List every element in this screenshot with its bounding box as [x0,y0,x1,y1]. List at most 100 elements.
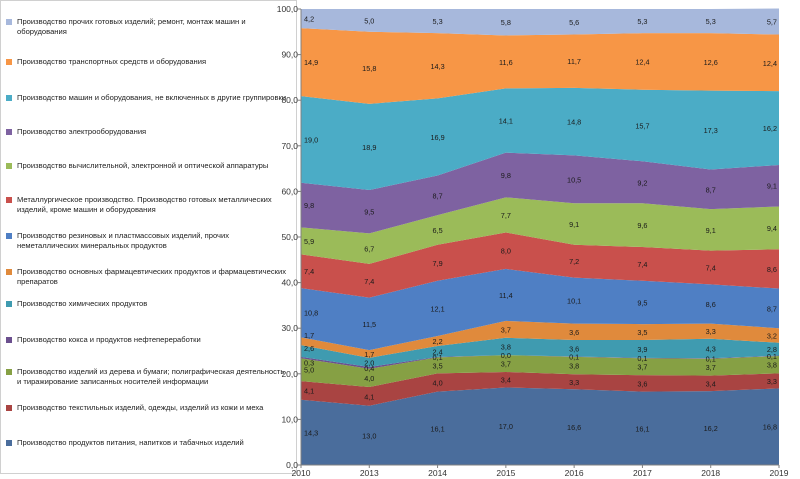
legend-label: Производство прочих готовых изделий; рем… [17,17,246,36]
data-label: 16,9 [430,133,444,142]
chart-legend: Производство прочих готовых изделий; рем… [0,0,297,474]
x-tick-label: 2014 [428,468,447,478]
x-tick-label: 2015 [496,468,515,478]
y-tick-label: 80,0 [281,95,298,105]
data-label: 0,3 [304,359,314,368]
data-label: 9,5 [364,208,374,217]
data-label: 16,2 [763,124,777,133]
legend-swatch [6,19,12,25]
legend-label: Производство химических продуктов [17,299,148,308]
legend-label: Металлургическое производство. Производс… [17,195,272,214]
legend-label: Производство транспортных средств и обор… [17,57,207,66]
data-label: 14,3 [304,428,318,437]
legend-label: Производство кокса и продуктов нефтепере… [17,335,201,344]
data-label: 9,8 [501,171,511,180]
area-series-12 [301,8,779,36]
area-series-4 [301,337,779,367]
data-label: 12,1 [430,304,444,313]
data-label: 8,7 [432,191,442,200]
data-label: 2,4 [432,347,442,356]
data-label: 16,2 [704,424,718,433]
data-label: 3,3 [767,377,777,386]
data-label: 7,2 [569,257,579,266]
data-label: 10,8 [304,309,318,318]
x-tick-label: 2013 [360,468,379,478]
x-tick-label: 2016 [565,468,584,478]
data-label: 3,9 [637,345,647,354]
legend-swatch [6,405,12,411]
y-tick-label: 30,0 [281,323,298,333]
data-label: 3,8 [501,342,511,351]
x-tick-label: 2010 [292,468,311,478]
data-label: 19,0 [304,135,318,144]
data-label: 5,3 [706,17,716,26]
data-label: 0,1 [569,353,579,362]
legend-swatch [6,233,12,239]
data-label: 0,1 [767,352,777,361]
data-label: 8,7 [706,185,716,194]
data-label: 6,5 [432,226,442,235]
data-label: 3,3 [569,378,579,387]
data-label: 5,9 [304,237,314,246]
area-series-5 [301,320,779,358]
data-label: 3,4 [501,376,511,385]
legend-swatch [6,197,12,203]
data-label: 8,6 [706,300,716,309]
legend-swatch [6,163,12,169]
legend-swatch [6,269,12,275]
data-label: 3,4 [706,379,716,388]
area-series-11 [301,28,779,104]
data-label: 9,2 [637,178,647,187]
data-label: 9,5 [637,298,647,307]
data-label: 12,4 [635,57,649,66]
data-label: 8,6 [767,265,777,274]
data-label: 4,2 [304,15,314,24]
data-label: 0,1 [637,354,647,363]
data-label: 7,4 [364,277,374,286]
legend-swatch [6,440,12,446]
data-label: 2,2 [432,337,442,346]
area-series-6 [301,268,779,351]
legend-label: Производство продуктов питания, напитков… [17,438,244,447]
data-label: 3,7 [501,325,511,334]
data-label: 16,1 [430,424,444,433]
data-label: 2,0 [364,358,374,367]
data-label: 0,1 [706,355,716,364]
legend-swatch [6,59,12,65]
data-label: 11,4 [499,291,513,300]
data-label: 3,6 [637,379,647,388]
data-label: 3,5 [637,328,647,337]
data-label: 2,8 [767,345,777,354]
data-label: 5,3 [637,17,647,26]
data-label: 9,1 [706,226,716,235]
data-label: 7,4 [706,264,716,273]
y-tick-label: 40,0 [281,278,298,288]
legend-swatch [6,369,12,375]
data-label: 17,3 [704,126,718,135]
data-label: 17,0 [499,422,513,431]
y-tick-label: 70,0 [281,141,298,151]
data-label: 13,0 [362,431,376,440]
data-label: 9,4 [767,224,777,233]
data-label: 3,2 [767,331,777,340]
data-label: 15,8 [362,64,376,73]
area-series-10 [301,87,779,191]
data-label: 4,0 [432,378,442,387]
y-tick-label: 0,0 [286,460,298,470]
data-label: 3,7 [501,360,511,369]
legend-label: Производство резиновых и пластмассовых и… [17,231,230,250]
x-tick-label: 2019 [770,468,789,478]
data-label: 8,7 [767,304,777,313]
y-tick-label: 100,0 [277,4,299,14]
data-label: 8,0 [501,247,511,256]
data-label: 4,1 [364,392,374,401]
area-series-8 [301,197,779,264]
legend-label: Производство изделий из дерева и бумаги;… [17,367,285,386]
data-label: 0,0 [501,351,511,360]
data-label: 5,0 [364,16,374,25]
data-label: 4,0 [364,374,374,383]
legend-label: Производство основных фармацевтических п… [17,267,286,286]
data-label: 3,8 [767,361,777,370]
data-label: 3,7 [637,363,647,372]
data-label: 9,6 [637,221,647,230]
